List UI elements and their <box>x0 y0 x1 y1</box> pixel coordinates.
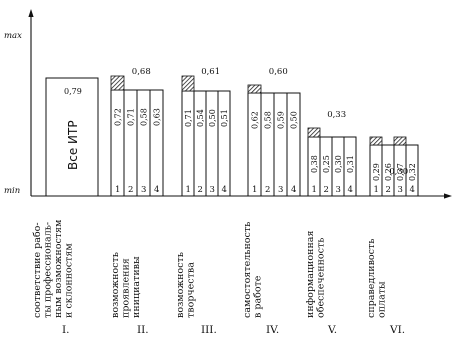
y-min-label: min <box>4 186 20 196</box>
category-4-label-line: самостоятельность <box>242 222 253 318</box>
bar-g5-3-value: 0,30 <box>334 155 343 173</box>
bar-g6-4-index: 4 <box>410 185 415 195</box>
bar-g3-2-value: 0,54 <box>196 109 205 127</box>
bar-g4-3-index: 3 <box>278 185 283 195</box>
bar-g6-1-index: 1 <box>374 185 379 195</box>
group-4-value: 0,60 <box>269 67 288 77</box>
bar-g4-1-excess <box>247 84 262 94</box>
bar-all-itr-label: Все ИТР <box>66 120 80 170</box>
bar-g4-2 <box>260 92 275 197</box>
bar-g5-1-value: 0,38 <box>310 155 319 173</box>
category-1-label-line: ным возможностям <box>53 219 64 318</box>
y-axis-arrow <box>28 9 34 17</box>
bar-g5-4-value: 0,31 <box>346 155 355 173</box>
category-1-roman: I. <box>62 324 70 336</box>
bar-g4-4 <box>286 92 301 197</box>
bar-g6-4 <box>405 144 419 197</box>
bar-g5-4-index: 4 <box>348 185 353 195</box>
bar-g2-2-value: 0,71 <box>127 108 136 126</box>
bar-g6-3-index: 3 <box>398 185 403 195</box>
bar-g6-1-value: 0,29 <box>372 163 381 181</box>
bar-g5-1-index: 1 <box>312 185 317 195</box>
bar-g2-4-value: 0,63 <box>153 108 162 126</box>
bar-g6-2-index: 2 <box>386 185 391 195</box>
bar-g3-4-value: 0,51 <box>220 109 229 127</box>
bar-g4-2-value: 0,58 <box>264 111 273 129</box>
chart-marks: 0,7210,7120,5830,6340,680,7110,5420,5030… <box>110 67 419 197</box>
bar-g4-1-index: 1 <box>252 185 257 195</box>
category-4-label-line: в работе <box>253 275 264 318</box>
bar-all-itr-value: 0,79 <box>64 87 82 96</box>
group-6-value: 0,30 <box>389 167 408 177</box>
bar-g3-2 <box>193 90 207 197</box>
category-3-label-line: творчества <box>186 262 197 318</box>
category-2-label-line: возможность <box>110 252 121 318</box>
bar-all-itr <box>45 77 99 197</box>
bar-g3-1-excess <box>181 75 195 92</box>
bar-g3-4-index: 4 <box>222 185 227 195</box>
bar-g3-1-index: 1 <box>186 185 191 195</box>
bar-g2-3-index: 3 <box>141 185 146 195</box>
category-3-label-line: возможность <box>175 252 186 318</box>
bar-g2-4-index: 4 <box>154 185 159 195</box>
category-5-roman: V. <box>327 324 337 336</box>
bar-g2-1-index: 1 <box>115 185 120 195</box>
category-6-label-line: оплаты <box>377 281 388 318</box>
bar-g3-3-index: 3 <box>210 185 215 195</box>
category-1-label-line: ты профессиональ- <box>43 222 54 318</box>
bar-g4-4-value: 0,50 <box>290 111 299 129</box>
bar-g2-3-value: 0,58 <box>140 108 149 126</box>
bar-g2-3 <box>136 89 151 197</box>
bar-g4-2-index: 2 <box>265 185 270 195</box>
bar-g3-4 <box>217 90 231 197</box>
bar-g5-1-excess <box>307 127 321 138</box>
bar-g4-1 <box>247 92 262 197</box>
category-1-label-line: соответствие рабо- <box>32 222 43 318</box>
bar-g2-2 <box>123 89 138 197</box>
category-1-label-line: и склонностям <box>64 243 75 318</box>
y-max-label: max <box>4 31 22 41</box>
category-2-label-line: инициативы <box>131 256 142 318</box>
x-axis-arrow <box>444 193 452 199</box>
category-2-label-line: проявления <box>121 258 132 318</box>
bar-g3-1-value: 0,71 <box>184 109 193 127</box>
bar-g6-2-value: 0,26 <box>384 163 393 181</box>
bar-g2-4 <box>149 89 164 197</box>
category-6-roman: VI. <box>389 324 405 336</box>
bar-g2-2-index: 2 <box>128 185 133 195</box>
bar-g6-1-excess <box>369 136 383 146</box>
bar-g5-3-index: 3 <box>336 185 341 195</box>
category-6-label-line: справедливость <box>366 239 377 318</box>
bar-g3-3 <box>205 90 219 197</box>
bar-g6-4-value: 0,32 <box>408 163 417 181</box>
bar-g3-3-value: 0,50 <box>208 109 217 127</box>
category-5-label-line: информационная <box>305 231 316 318</box>
category-3-roman: III. <box>201 324 217 336</box>
bar-g5-2-index: 2 <box>324 185 329 195</box>
bar-g3-2-index: 2 <box>198 185 203 195</box>
group-2-value: 0,68 <box>132 67 151 77</box>
bar-g2-1 <box>110 89 125 197</box>
bar-g3-1 <box>181 90 195 197</box>
bar-g4-3 <box>273 92 288 197</box>
category-labels: соответствие рабо-ты профессиональ-ным в… <box>32 219 405 336</box>
bar-g5-2-value: 0,25 <box>322 155 331 173</box>
bar-g2-1-excess <box>110 75 125 91</box>
group-3-value: 0,61 <box>201 67 220 77</box>
category-5-label-line: обеспеченность <box>316 238 327 318</box>
bar-g4-4-index: 4 <box>291 185 296 195</box>
group-5-value: 0,33 <box>327 110 346 120</box>
bar-g6-3-excess <box>393 136 407 146</box>
bar-g6-3-value: 0,37 <box>396 163 405 181</box>
bar-g2-1-value: 0,72 <box>114 108 123 126</box>
bar-g4-1-value: 0,62 <box>251 111 260 129</box>
bar-g5-4 <box>343 136 357 197</box>
bar-g4-3-value: 0,59 <box>277 111 286 129</box>
category-4-roman: IV. <box>266 324 279 336</box>
category-2-roman: II. <box>137 324 149 336</box>
